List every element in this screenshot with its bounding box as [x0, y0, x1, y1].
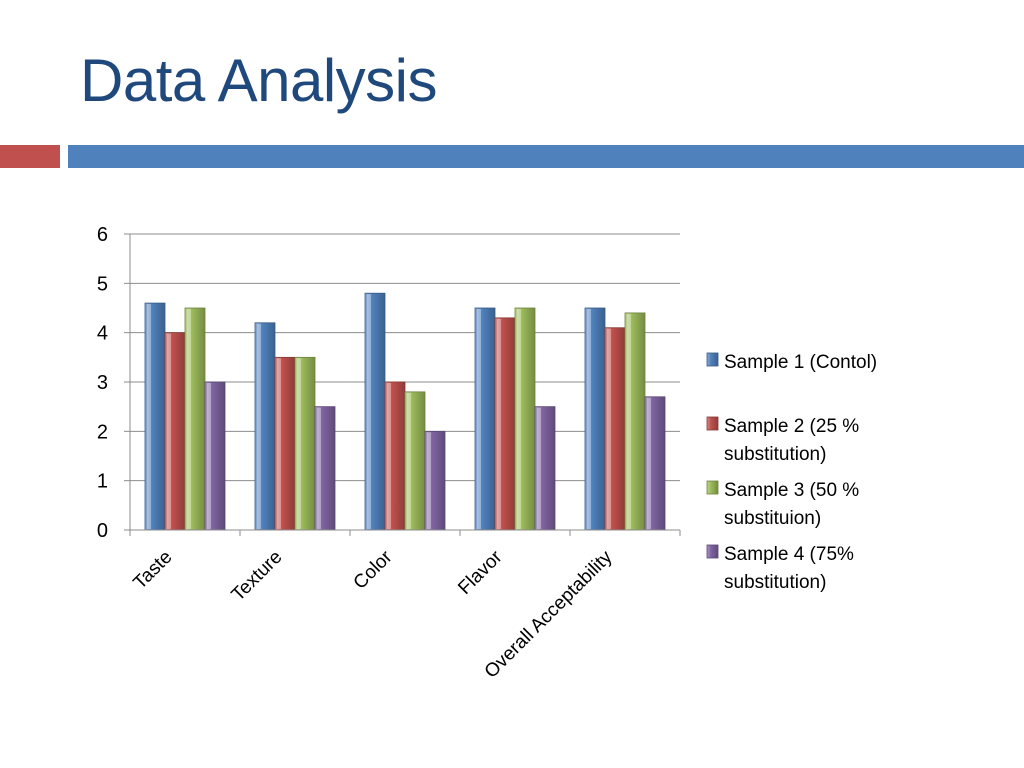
bar-highlight — [477, 309, 481, 529]
bar-highlight — [167, 333, 171, 529]
y-tick-label: 4 — [97, 323, 108, 345]
y-tick-label: 0 — [97, 520, 108, 542]
bar-highlight — [147, 304, 151, 529]
legend-label: substitution) — [724, 444, 826, 465]
bar-highlight — [297, 358, 301, 529]
bar-highlight — [607, 328, 611, 529]
bar-highlight — [537, 407, 541, 529]
bar-highlight — [367, 294, 371, 529]
x-category-label: Taste — [130, 547, 177, 594]
legend-swatch — [706, 480, 719, 495]
y-tick-label: 2 — [97, 421, 108, 443]
bar-highlight — [277, 358, 281, 529]
slide-title: Data Analysis — [80, 47, 438, 114]
legend-swatch — [706, 544, 719, 559]
bar-highlight — [627, 313, 631, 529]
legend-label: substituion) — [724, 508, 821, 529]
legend-label: Sample 1 (Contol) — [724, 352, 877, 373]
axes — [124, 233, 681, 536]
bar-highlight — [317, 407, 321, 529]
bar-highlight — [187, 309, 191, 529]
y-tick-label: 1 — [97, 471, 108, 493]
bar-highlight — [407, 392, 411, 529]
y-tick-label: 6 — [97, 224, 108, 246]
bar-highlight — [207, 383, 211, 529]
bar-highlight — [587, 309, 591, 529]
x-category-label: Color — [350, 546, 397, 593]
accent-bar-blue — [68, 145, 1024, 168]
legend-swatch — [706, 416, 719, 431]
bars — [144, 292, 666, 531]
y-tick-label: 5 — [97, 273, 108, 295]
legend: Sample 1 (Contol) Sample 2 (25 % substitut… — [706, 352, 877, 593]
legend-label: Sample 4 (75% — [724, 544, 854, 565]
legend-swatch — [706, 352, 719, 367]
bar-highlight — [647, 397, 651, 529]
legend-label: substitution) — [724, 572, 826, 593]
legend-label: Sample 2 (25 % — [724, 416, 859, 437]
accent-bar-red — [0, 145, 60, 168]
y-tick-label: 3 — [97, 372, 108, 394]
bar-highlight — [387, 383, 391, 529]
bar-highlight — [257, 323, 261, 529]
bar-highlight — [497, 318, 501, 529]
x-category-label: Texture — [228, 547, 287, 606]
bar-highlight — [517, 309, 521, 529]
bar-highlight — [427, 432, 431, 529]
legend-label: Sample 3 (50 % — [724, 480, 859, 501]
x-category-label: Flavor — [454, 546, 507, 599]
